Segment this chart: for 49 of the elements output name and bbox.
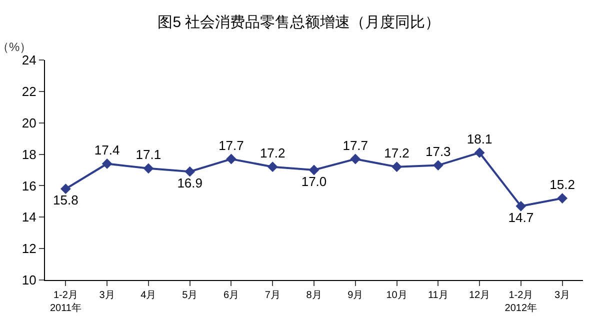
data-label: 15.2 xyxy=(550,177,575,192)
data-label: 17.4 xyxy=(94,142,120,158)
y-tick-label: 16 xyxy=(22,178,36,194)
x-tick-label: 10月 xyxy=(386,290,408,301)
data-label: 17.3 xyxy=(425,144,451,160)
point xyxy=(474,148,485,158)
point xyxy=(102,158,112,169)
point xyxy=(432,160,444,170)
point xyxy=(557,193,568,204)
point xyxy=(184,166,196,177)
point xyxy=(516,200,526,212)
x-tick-label: 4月 xyxy=(140,290,156,301)
x-tick-label: 11月 xyxy=(428,290,448,301)
y-tick-label: 22 xyxy=(22,84,36,99)
data-label: 16.9 xyxy=(177,175,203,190)
x-tick-label: 6月 xyxy=(223,290,240,301)
data-label: 15.8 xyxy=(53,192,78,208)
data-label: 17.7 xyxy=(342,138,368,153)
x-tick-label: 8月 xyxy=(306,290,322,301)
data-label: 14.7 xyxy=(508,210,534,225)
chart-title: 图5 社会消费品零售总额增速（月度同比） xyxy=(158,14,440,31)
point xyxy=(226,154,236,164)
data-label: 17.2 xyxy=(384,146,410,161)
x-tick-label: 1-2月 2012年 xyxy=(504,290,538,314)
point xyxy=(350,154,361,164)
data-label: 17.7 xyxy=(218,138,244,153)
y-tick-label: 18 xyxy=(22,146,36,162)
data-label: 17.0 xyxy=(301,174,327,189)
x-tick-label: 7月 xyxy=(264,290,280,301)
point xyxy=(308,164,320,176)
point xyxy=(143,163,154,174)
x-tick-label: 12月 xyxy=(468,290,490,301)
y-axis-title: （%） xyxy=(0,40,32,54)
x-tick-label: 5月 xyxy=(182,290,198,301)
x-tick-label: 1-2月 2011年 xyxy=(50,290,82,314)
data-label: 18.1 xyxy=(466,131,492,146)
x-tick-label: 3月 xyxy=(554,290,570,301)
data-label: 17.1 xyxy=(136,147,162,162)
point xyxy=(392,162,402,172)
y-tick-label: 14 xyxy=(22,210,36,225)
point xyxy=(60,184,71,194)
y-tick-label: 20 xyxy=(22,115,36,130)
point xyxy=(267,162,278,172)
y-tick-label: 24 xyxy=(22,52,36,68)
x-tick-label: 9月 xyxy=(348,290,364,301)
y-tick-label: 10 xyxy=(22,272,36,288)
y-tick-label: 12 xyxy=(22,241,36,256)
x-tick-label: 3月 xyxy=(99,290,115,301)
data-label: 17.2 xyxy=(260,146,286,161)
